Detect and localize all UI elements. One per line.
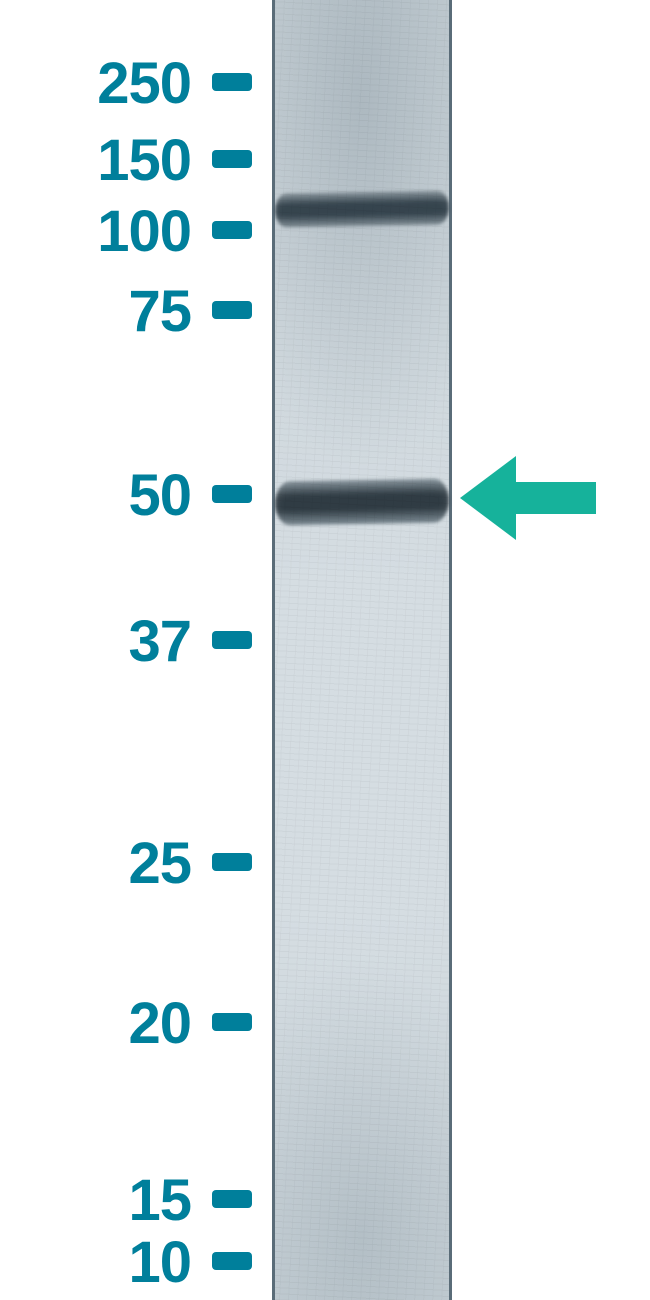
mw-label-75: 75 <box>11 278 191 345</box>
mw-tick-50 <box>212 485 252 503</box>
mw-tick-100 <box>212 221 252 239</box>
mw-tick-75 <box>212 301 252 319</box>
mw-label-37: 37 <box>11 608 191 675</box>
lane-texture <box>275 0 449 1300</box>
target-arrow <box>460 456 596 540</box>
mw-label-250: 250 <box>11 50 191 117</box>
mw-tick-150 <box>212 150 252 168</box>
mw-label-50: 50 <box>11 462 191 529</box>
mw-tick-20 <box>212 1013 252 1031</box>
mw-label-150: 150 <box>11 127 191 194</box>
mw-tick-250 <box>212 73 252 91</box>
arrow-shaft <box>516 482 596 514</box>
mw-label-100: 100 <box>11 198 191 265</box>
mw-label-10: 10 <box>11 1229 191 1296</box>
arrow-head-icon <box>460 456 516 540</box>
mw-tick-10 <box>212 1252 252 1270</box>
western-blot-figure: 250 150100 75 50 37 25 20 1510 <box>0 0 650 1300</box>
blot-lane <box>272 0 452 1300</box>
mw-label-20: 20 <box>11 990 191 1057</box>
mw-tick-25 <box>212 853 252 871</box>
mw-tick-15 <box>212 1190 252 1208</box>
mw-label-15: 15 <box>11 1167 191 1234</box>
mw-label-25: 25 <box>11 830 191 897</box>
mw-tick-37 <box>212 631 252 649</box>
